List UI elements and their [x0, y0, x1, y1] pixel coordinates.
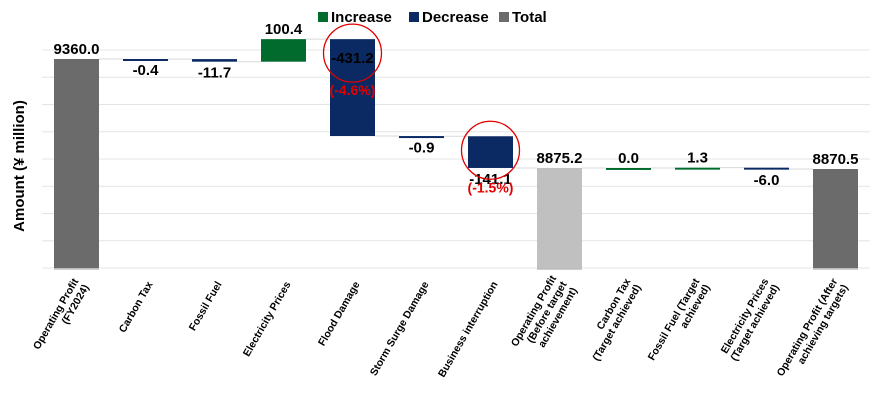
data-label: -431.2 [331, 50, 374, 67]
bar-fossil-fuel-target-achieved- [675, 167, 720, 170]
data-labels: 9360.0-0.4 -11.7100.4-431.2-0.9-141.18875… [54, 21, 859, 189]
legend-label: Increase [331, 9, 392, 26]
data-label: 8870.5 [813, 151, 859, 168]
bar-fossil-fuel [192, 59, 237, 62]
chart-legend: Increase Decrease Total [318, 9, 547, 26]
data-label: 1.3 [687, 150, 708, 167]
bar-carbon-tax-target-achieved- [606, 167, 651, 170]
y-axis-label: Amount (¥ million) [11, 100, 28, 232]
category-label-line: Business interruption [436, 280, 501, 380]
category-label: Business interruption [436, 280, 501, 380]
category-label: Flood Damage [316, 279, 363, 348]
category-label-line: Carbon Tax [117, 279, 156, 334]
category-label: Carbon Tax [117, 279, 156, 334]
data-label: -11.7 [198, 65, 231, 82]
category-label-line: Storm Surge Damage [368, 279, 432, 378]
category-label-line: Fossil Fuel [187, 279, 225, 333]
bar-operating-profit-before-target-achievement- [537, 167, 582, 268]
bar-storm-surge-damage [399, 136, 444, 139]
legend-swatch [409, 12, 419, 22]
data-label: 0.0 [618, 150, 639, 167]
highlight-circle [460, 120, 521, 180]
category-label: Electricity Prices(Target achieved) [719, 276, 782, 363]
legend-swatch [499, 12, 509, 22]
data-label: -0.4 [133, 62, 160, 79]
bar-electricity-prices [261, 39, 306, 62]
percent-annotation: (-1.5%) [468, 179, 514, 195]
category-label: Operating Profit(FY2024) [31, 276, 92, 352]
bar-operating-profit-fy2024- [54, 58, 99, 269]
chart-annotations: (-4.6%) (-1.5%) [322, 23, 521, 195]
data-label: 100.4 [265, 21, 303, 38]
legend-label: Total [512, 9, 547, 26]
bar-flood-damage [330, 39, 375, 137]
highlight-circle [322, 23, 383, 83]
bar-connectors [99, 38, 813, 170]
percent-annotation: (-4.6%) [330, 82, 376, 98]
bar-business-interruption [468, 136, 513, 168]
data-label: -6.0 [754, 172, 780, 189]
bar-operating-profit-after-achieving-targets- [813, 169, 858, 268]
category-labels: Operating Profit(FY2024) Carbon Tax Fossil… [31, 273, 851, 380]
chart-gridlines [42, 49, 870, 269]
data-label: 8875.2 [537, 150, 583, 167]
chart-bars [54, 39, 858, 270]
category-label: Operating Profit(Before targetachievemen… [509, 273, 580, 350]
bar-electricity-prices-target-achieved- [744, 167, 789, 170]
data-label: -0.9 [409, 139, 435, 156]
bar-carbon-tax [123, 58, 168, 61]
category-label: Storm Surge Damage [368, 279, 432, 378]
category-label: Fossil Fuel [187, 279, 225, 333]
data-label: 9360.0 [54, 41, 100, 58]
legend-swatch [318, 12, 328, 22]
category-label-line: Flood Damage [316, 279, 363, 348]
category-label: Electricity Prices [241, 279, 294, 358]
legend-label: Decrease [422, 9, 489, 26]
category-label: Carbon Tax(Target achieved) [590, 276, 643, 363]
category-label-line: Electricity Prices [241, 279, 294, 358]
